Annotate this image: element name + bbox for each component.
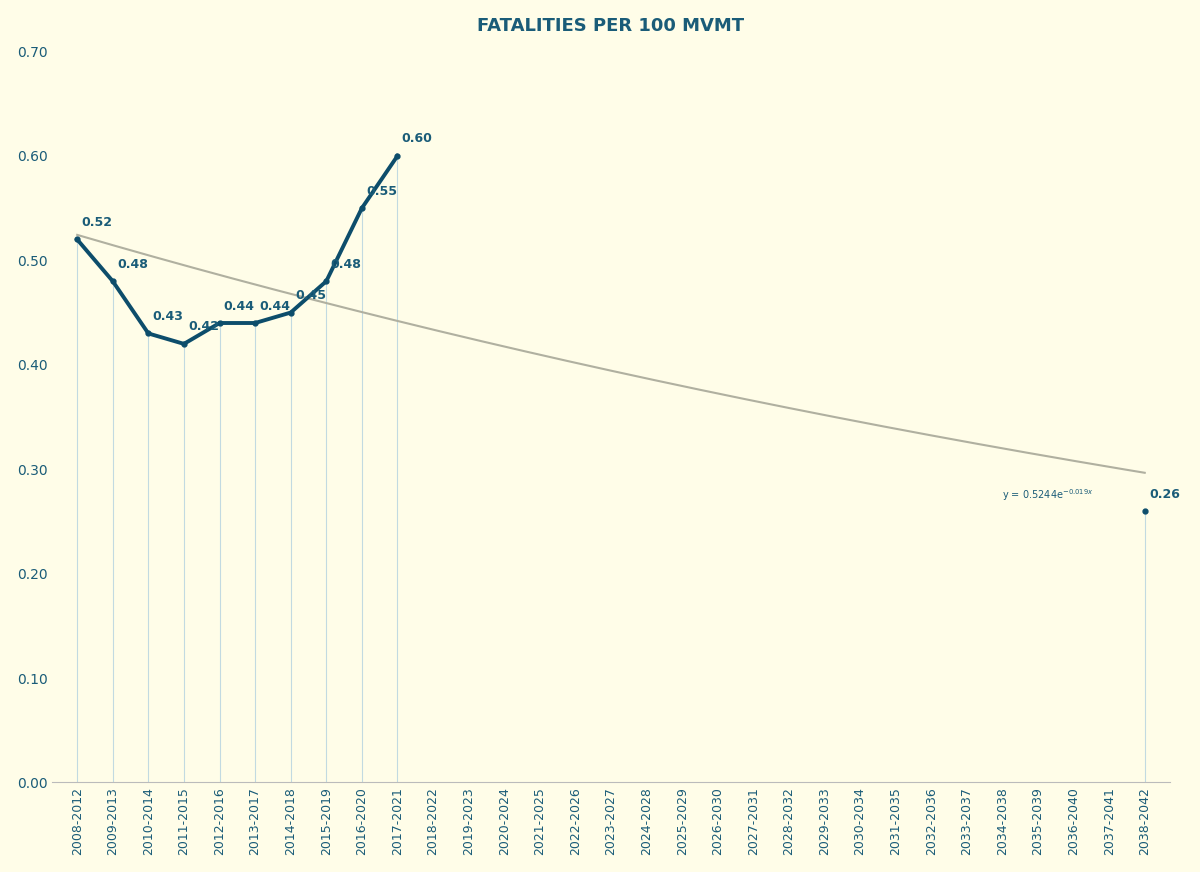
Title: FATALITIES PER 100 MVMT: FATALITIES PER 100 MVMT (478, 17, 744, 35)
Text: 0.55: 0.55 (366, 185, 397, 198)
Text: 0.42: 0.42 (188, 320, 220, 333)
Text: 0.26: 0.26 (1148, 487, 1180, 501)
Text: 0.60: 0.60 (402, 133, 432, 146)
Text: 0.44: 0.44 (223, 300, 254, 312)
Text: 0.52: 0.52 (82, 216, 113, 229)
Text: 0.44: 0.44 (259, 300, 290, 312)
Text: y = 0.5244e$^{-0.019x}$: y = 0.5244e$^{-0.019x}$ (1002, 487, 1094, 502)
Text: 0.45: 0.45 (295, 290, 326, 302)
Text: 0.43: 0.43 (152, 310, 184, 323)
Text: 0.48: 0.48 (118, 258, 148, 271)
Text: 0.48: 0.48 (330, 258, 361, 271)
